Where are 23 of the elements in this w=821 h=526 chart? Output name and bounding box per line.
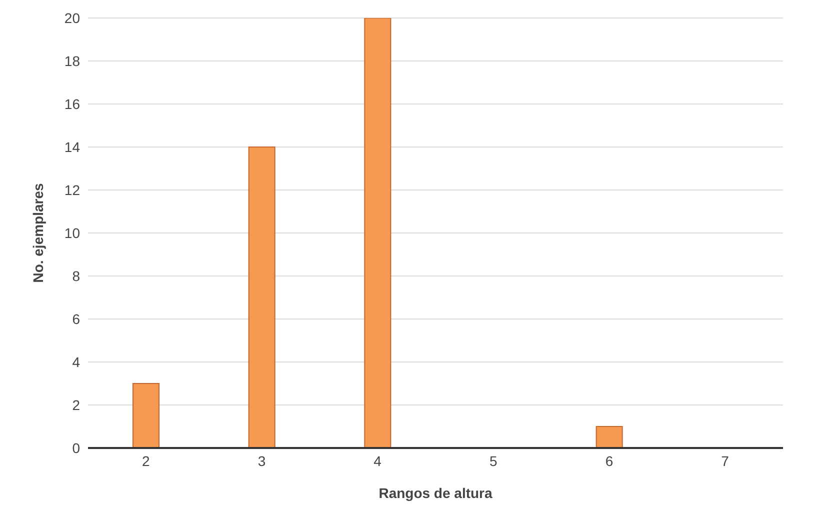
y-tick-label: 4 bbox=[72, 354, 80, 370]
y-tick-label: 2 bbox=[72, 396, 80, 413]
y-tick-label: 0 bbox=[72, 440, 80, 456]
bar bbox=[248, 146, 276, 448]
x-tick-label: 5 bbox=[490, 452, 498, 469]
y-tick-label: 8 bbox=[72, 268, 80, 284]
y-tick-label: 12 bbox=[64, 182, 80, 198]
x-tick-label: 3 bbox=[258, 452, 266, 469]
x-axis-title: Rangos de altura bbox=[378, 485, 492, 501]
y-tick-label: 16 bbox=[64, 96, 80, 112]
y-tick-label: 20 bbox=[64, 10, 80, 26]
y-tick-label: 6 bbox=[72, 310, 80, 327]
y-axis-title: No. ejemplares bbox=[30, 182, 46, 283]
bar bbox=[132, 383, 160, 448]
x-tick-label: 7 bbox=[721, 452, 730, 469]
x-tick-label: 4 bbox=[374, 452, 382, 469]
y-tick-label: 10 bbox=[64, 224, 80, 241]
x-tick-label: 2 bbox=[142, 452, 150, 469]
x-tick-label: 6 bbox=[605, 452, 614, 469]
y-tick-label: 14 bbox=[64, 138, 80, 155]
y-tick-label: 18 bbox=[64, 52, 80, 69]
bar bbox=[364, 18, 392, 448]
bar bbox=[596, 426, 623, 448]
